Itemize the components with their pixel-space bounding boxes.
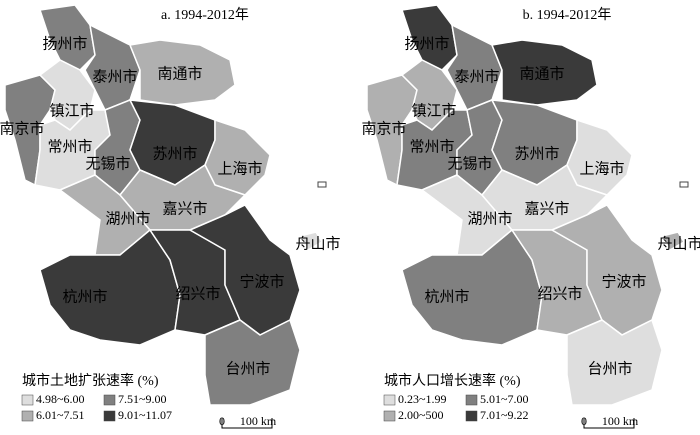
legend-label: 0.23~1.99 bbox=[398, 392, 447, 406]
city-label: 无锡市 bbox=[85, 155, 130, 172]
city-label: 杭州市 bbox=[62, 288, 107, 305]
city-label: 舟山市 bbox=[657, 235, 700, 252]
legend-swatch bbox=[465, 410, 478, 422]
city-label: 上海市 bbox=[579, 160, 624, 177]
city-label: 嘉兴市 bbox=[162, 200, 207, 217]
city-label: 镇江市 bbox=[411, 102, 456, 119]
city-label: 宁波市 bbox=[601, 273, 646, 290]
city-label: 苏州市 bbox=[514, 145, 559, 162]
city-region bbox=[204, 318, 301, 406]
city-label: 台州市 bbox=[225, 360, 270, 377]
city-region bbox=[566, 318, 663, 406]
city-label: 上海市 bbox=[217, 160, 262, 177]
panel-title: a. 1994-2012年 bbox=[161, 7, 249, 23]
legend-title: 城市土地扩张速率 (%) bbox=[22, 372, 159, 389]
scale-label: 100 km bbox=[240, 414, 277, 428]
legend-label: 4.98~6.00 bbox=[36, 392, 85, 406]
legend-label: 5.01~7.00 bbox=[480, 392, 529, 406]
city-label: 南京市 bbox=[0, 120, 45, 137]
city-label: 南通市 bbox=[157, 65, 202, 82]
legend-swatch bbox=[383, 394, 396, 406]
city-label: 舟山市 bbox=[295, 235, 340, 252]
city-region bbox=[119, 163, 247, 231]
legend-swatch bbox=[103, 410, 116, 422]
city-label: 常州市 bbox=[47, 138, 92, 155]
legend-label: 7.51~9.00 bbox=[118, 392, 167, 406]
legend-swatch bbox=[21, 394, 34, 406]
city-label: 扬州市 bbox=[42, 35, 87, 52]
city-region bbox=[660, 231, 686, 252]
scale-bar bbox=[221, 418, 273, 429]
legend-label: 9.01~11.07 bbox=[118, 408, 172, 422]
legend-swatch bbox=[21, 410, 34, 422]
scale-label: 100 km bbox=[602, 414, 639, 428]
city-label: 绍兴市 bbox=[537, 285, 582, 302]
city-region bbox=[550, 204, 663, 336]
city-label: 常州市 bbox=[409, 138, 454, 155]
city-label: 绍兴市 bbox=[175, 285, 220, 302]
city-label: 无锡市 bbox=[447, 155, 492, 172]
legend-swatch bbox=[383, 410, 396, 422]
legend-label: 6.01~7.51 bbox=[36, 408, 85, 422]
city-label: 镇江市 bbox=[49, 102, 94, 119]
city-label: 扬州市 bbox=[404, 35, 449, 52]
scale-zero: 0 bbox=[219, 414, 225, 428]
city-label: 苏州市 bbox=[152, 145, 197, 162]
city-label: 杭州市 bbox=[424, 288, 469, 305]
city-region bbox=[39, 4, 96, 71]
city-region bbox=[481, 163, 609, 231]
city-label: 南通市 bbox=[519, 65, 564, 82]
scale-bar bbox=[583, 418, 635, 429]
legend-swatch bbox=[465, 394, 478, 406]
city-region bbox=[401, 4, 458, 71]
city-label: 湖州市 bbox=[105, 210, 150, 227]
city-region bbox=[128, 39, 236, 106]
city-label: 台州市 bbox=[587, 360, 632, 377]
city-region bbox=[490, 39, 598, 106]
legend-label: 7.01~9.22 bbox=[480, 408, 529, 422]
city-label: 泰州市 bbox=[92, 68, 137, 85]
city-label: 泰州市 bbox=[454, 68, 499, 85]
city-label: 南京市 bbox=[361, 120, 406, 137]
island bbox=[317, 181, 327, 188]
legend-title: 城市人口增长速率 (%) bbox=[384, 372, 521, 389]
island bbox=[679, 181, 689, 188]
city-label: 嘉兴市 bbox=[524, 200, 569, 217]
city-label: 湖州市 bbox=[467, 210, 512, 227]
city-label: 宁波市 bbox=[239, 273, 284, 290]
legend-swatch bbox=[103, 394, 116, 406]
panel-title: b. 1994-2012年 bbox=[523, 7, 612, 23]
city-region bbox=[298, 231, 324, 252]
city-region bbox=[188, 204, 301, 336]
scale-zero: 0 bbox=[581, 414, 587, 428]
legend-label: 2.00~500 bbox=[398, 408, 444, 422]
